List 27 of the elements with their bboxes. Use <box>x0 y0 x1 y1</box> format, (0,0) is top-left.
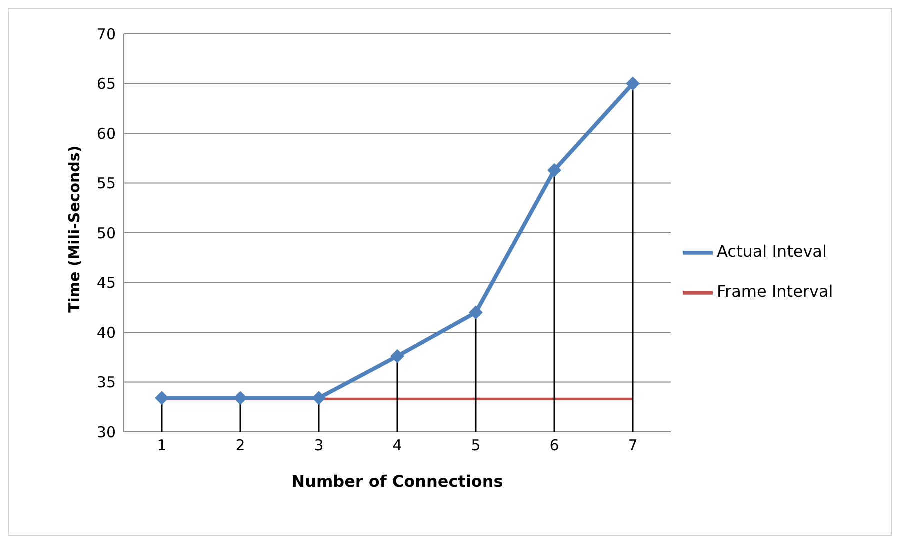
x-axis-title: Number of Connections <box>292 472 504 491</box>
point <box>234 391 248 406</box>
point <box>312 391 326 406</box>
legend-label: Frame Interval <box>717 282 834 301</box>
y-tick-label: 50 <box>96 224 116 242</box>
x-tick-label: 1 <box>157 436 167 455</box>
y-tick-label: 65 <box>96 75 116 94</box>
y-tick-label: 55 <box>96 174 116 193</box>
x-tick-label: 2 <box>236 436 246 455</box>
x-tick-label: 4 <box>392 436 402 455</box>
x-tick-label: 6 <box>550 436 560 455</box>
x-tick-label: 7 <box>628 436 638 455</box>
y-tick-label: 70 <box>96 25 116 44</box>
x-tick-label: 5 <box>471 436 481 455</box>
point <box>626 76 640 91</box>
y-axis-title: Time (Mili-Seconds) <box>65 146 84 313</box>
point <box>548 163 562 178</box>
y-tick-label: 30 <box>96 423 116 442</box>
point <box>390 349 404 364</box>
x-tick-label: 3 <box>314 436 324 455</box>
legend-label: Actual Inteval <box>717 242 827 261</box>
point <box>155 391 169 406</box>
point <box>469 306 483 320</box>
y-tick-label: 60 <box>96 124 116 143</box>
y-tick-label: 35 <box>96 374 116 392</box>
y-tick-label: 45 <box>96 274 116 292</box>
y-tick-label: 40 <box>96 324 116 342</box>
